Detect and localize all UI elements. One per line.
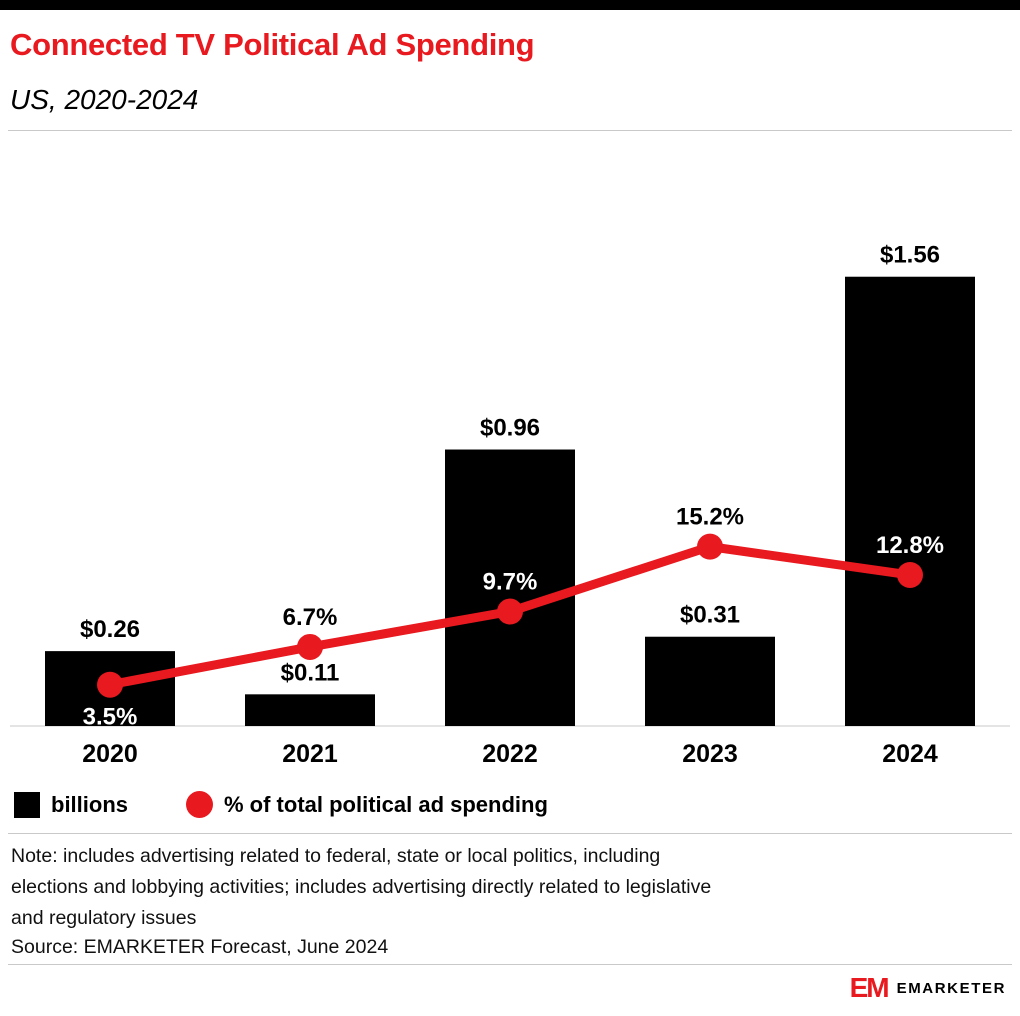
year-label-2024: 2024 — [882, 740, 938, 768]
bar-2023 — [645, 636, 775, 726]
percent-swatch-icon — [186, 791, 213, 818]
year-label-2022: 2022 — [482, 740, 538, 768]
pct-label-2023: 15.2% — [676, 504, 744, 531]
year-label-2021: 2021 — [282, 740, 338, 768]
bar-2021 — [245, 694, 375, 726]
chart-svg: $0.26 $0.11 $0.96 $0.31 $1.56 3.5% 6.7% 9.7% 15.… — [10, 242, 1010, 768]
emarketer-logo-mark-icon: EM — [849, 972, 890, 1003]
percent-point-2022 — [497, 598, 523, 625]
header-divider — [8, 130, 1012, 131]
year-label-2023: 2023 — [682, 740, 738, 768]
emarketer-logo-name: EMARKETER — [896, 979, 1006, 997]
billions-swatch-icon — [14, 791, 40, 818]
note-text: Note: includes advertising related to fe… — [11, 841, 711, 934]
percent-point-2023 — [697, 533, 723, 560]
percent-point-2020 — [97, 671, 123, 698]
bar-label-2021: $0.11 — [281, 659, 340, 686]
bar-2022 — [445, 449, 575, 726]
chart-title: Connected TV Political Ad Spending — [10, 27, 535, 62]
legend-label-percent: % of total political ad spending — [224, 791, 548, 817]
note-line-1: Note: includes advertising related to fe… — [11, 845, 661, 867]
emarketer-logo: EM EMARKETER — [850, 974, 1006, 1002]
footer-divider — [8, 964, 1012, 965]
percent-point-2021 — [297, 633, 323, 660]
legend-label-billions: billions — [51, 791, 128, 817]
percent-point-2024 — [897, 561, 923, 588]
legend: billions % of total political ad spendin… — [14, 791, 548, 818]
source-text: Source: EMARKETER Forecast, June 2024 — [11, 936, 389, 958]
bar-label-2022: $0.96 — [480, 415, 540, 442]
legend-divider — [8, 833, 1012, 834]
top-accent-bar — [0, 0, 1020, 10]
bar-label-2020: $0.26 — [80, 616, 140, 643]
bar-2024 — [845, 276, 975, 726]
bar-label-2024: $1.56 — [880, 242, 940, 269]
note-line-2: elections and lobbying activities; inclu… — [11, 876, 712, 898]
pct-label-2021: 6.7% — [283, 604, 338, 631]
chart-subtitle: US, 2020-2024 — [10, 84, 199, 115]
year-label-2020: 2020 — [82, 740, 138, 768]
pct-label-2020: 3.5% — [83, 704, 138, 731]
bar-label-2023: $0.31 — [680, 602, 740, 629]
pct-label-2024: 12.8% — [876, 532, 944, 559]
pct-label-2022: 9.7% — [483, 569, 538, 596]
note-line-3: and regulatory issues — [11, 907, 197, 929]
